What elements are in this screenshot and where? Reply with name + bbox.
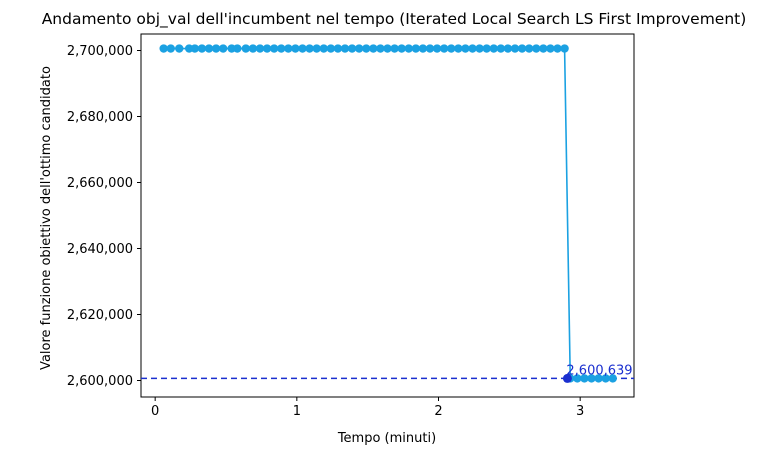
data-point [439, 44, 449, 53]
data-point [262, 44, 272, 53]
data-point [510, 44, 520, 53]
data-point [312, 44, 321, 53]
y-tick-label: 2,700,000 [67, 44, 133, 59]
data-point [560, 44, 569, 53]
x-axis-label: Tempo (minuti) [337, 431, 436, 446]
y-tick-label: 2,600,000 [67, 374, 133, 389]
data-point [383, 44, 392, 53]
data-point [397, 44, 406, 53]
x-tick-label: 2 [434, 404, 442, 419]
data-point [347, 44, 357, 53]
data-point [503, 44, 513, 53]
data-point [411, 44, 421, 53]
data-point [587, 374, 596, 383]
x-tick-label: 0 [151, 404, 159, 419]
data-point [454, 44, 463, 53]
data-point [468, 44, 477, 53]
data-point [326, 44, 336, 53]
y-tick-label: 2,620,000 [67, 308, 133, 323]
data-point [340, 44, 350, 53]
data-point [594, 374, 603, 383]
data-point [175, 44, 184, 53]
best-point [562, 373, 572, 383]
data-point [319, 44, 328, 53]
data-point [197, 44, 207, 53]
data-point [248, 44, 258, 53]
data-point [159, 44, 168, 53]
y-tick-label: 2,680,000 [67, 110, 133, 125]
data-point [524, 44, 534, 53]
best-value-label: 2,600,639 [566, 363, 632, 378]
data-point [482, 44, 491, 53]
data-point [432, 44, 442, 53]
y-tick-label: 2,640,000 [67, 242, 133, 257]
data-point [425, 44, 435, 53]
data-point [284, 44, 293, 53]
data-point [362, 44, 371, 53]
data-point [390, 44, 399, 53]
data-point [269, 44, 279, 53]
data-point [447, 44, 456, 53]
data-point [166, 44, 175, 53]
plot-area: 0 1 2 3 2,600,000 2,620,000 2,640,000 2,660,000… [67, 33, 635, 419]
data-point [546, 44, 555, 53]
data-point [190, 44, 200, 53]
series-line [163, 47, 613, 380]
data-point [539, 44, 548, 53]
data-point [404, 44, 413, 53]
data-point [354, 44, 364, 53]
data-point [573, 374, 582, 383]
data-point [369, 44, 378, 53]
data-point [418, 44, 428, 53]
data-point [211, 44, 221, 53]
y-axis-label: Valore funzione obiettivo dell'ottimo ca… [39, 66, 54, 370]
data-point [517, 44, 527, 53]
axes-frame [140, 33, 635, 398]
data-point [532, 44, 541, 53]
data-point [608, 374, 617, 383]
data-point [333, 44, 343, 53]
data-point [461, 44, 470, 53]
data-point [553, 44, 562, 53]
data-point [204, 44, 214, 53]
data-point [233, 44, 242, 53]
data-point [298, 44, 307, 53]
data-point [580, 374, 589, 383]
data-point [241, 44, 251, 53]
data-point [218, 44, 228, 53]
data-point [376, 44, 385, 53]
data-point [277, 44, 286, 53]
data-point [496, 44, 506, 53]
data-point [291, 44, 300, 53]
data-point [601, 374, 610, 383]
x-tick-label: 3 [576, 404, 584, 419]
data-point [475, 44, 484, 53]
data-point [305, 44, 314, 53]
data-point [489, 44, 498, 53]
x-tick-label: 1 [293, 404, 301, 419]
data-point [255, 44, 265, 53]
y-tick-label: 2,660,000 [67, 176, 133, 191]
chart-title: Andamento obj_val dell'incumbent nel tem… [42, 10, 747, 29]
